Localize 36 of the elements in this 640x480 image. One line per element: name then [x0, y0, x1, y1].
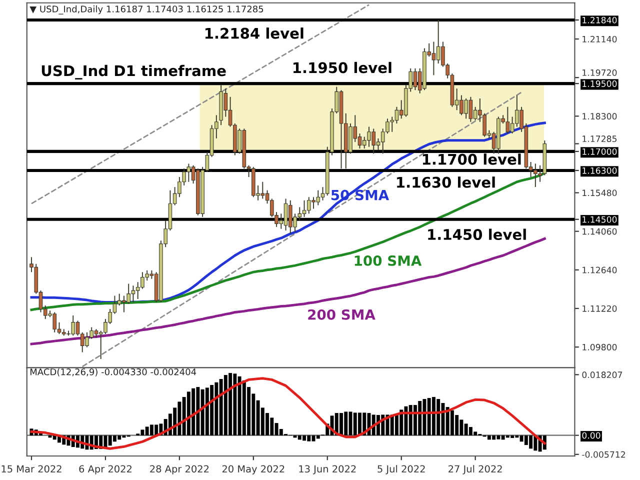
x-tick-label: 28 Apr 2022: [150, 465, 209, 474]
ref-line-label: 1.1950 level: [294, 62, 392, 74]
x-tick-label: 27 Jul 2022: [448, 465, 502, 474]
y-tick-label: 1.14500: [582, 216, 617, 223]
x-tick-label: 15 Mar 2022: [2, 465, 62, 473]
ref-line-label: 1.2184 level: [205, 28, 304, 39]
y-tick-label: -0.005712: [582, 451, 625, 458]
y-tick-label: 1.19500: [582, 80, 617, 87]
chart-title: ▼ USD_Ind,Daily 1.16187 1.17403 1.16125 1.17285: [30, 5, 264, 14]
y-tick-label: 1.21840: [582, 16, 617, 24]
y-tick-label: 1.09800: [582, 344, 617, 350]
ref-line-label: 1.1700 level: [422, 154, 521, 165]
y-tick-label: 1.17000: [582, 148, 617, 155]
y-tick-label: 1.15480: [582, 190, 617, 196]
x-tick-label: 13 Jun 2022: [299, 465, 356, 474]
x-tick-label: 20 May 2022: [222, 465, 284, 474]
y-tick-label: 0.018207: [582, 372, 622, 378]
y-tick-label: 1.11220: [582, 305, 617, 312]
y-tick-label: 1.14060: [582, 228, 617, 235]
y-tick-label: 1.16300: [582, 167, 617, 174]
y-tick-label: 0.00: [582, 432, 600, 439]
y-tick-label: 1.19720: [582, 69, 617, 76]
series-label: 200 SMA: [308, 309, 376, 320]
y-tick-label: 1.18300: [582, 113, 617, 120]
ref-line-label: 1.1450 level: [428, 228, 526, 240]
line-series: [30, 377, 546, 450]
series-label: 100 SMA: [354, 255, 422, 266]
y-tick-label: 1.12640: [582, 266, 617, 274]
chart-title: MACD(12,26,9) -0.004330 -0.002404: [30, 368, 196, 376]
y-tick-label: 1.17285: [582, 136, 617, 142]
x-tick-label: 6 Apr 2022: [79, 465, 132, 474]
ref-line-label: 1.1630 level: [397, 176, 495, 188]
annotation: USD_Ind D1 timeframe: [42, 64, 226, 80]
y-tick-label: 1.21140: [582, 36, 617, 42]
bar: [316, 435, 320, 439]
x-tick-label: 5 Jul 2022: [378, 465, 425, 474]
